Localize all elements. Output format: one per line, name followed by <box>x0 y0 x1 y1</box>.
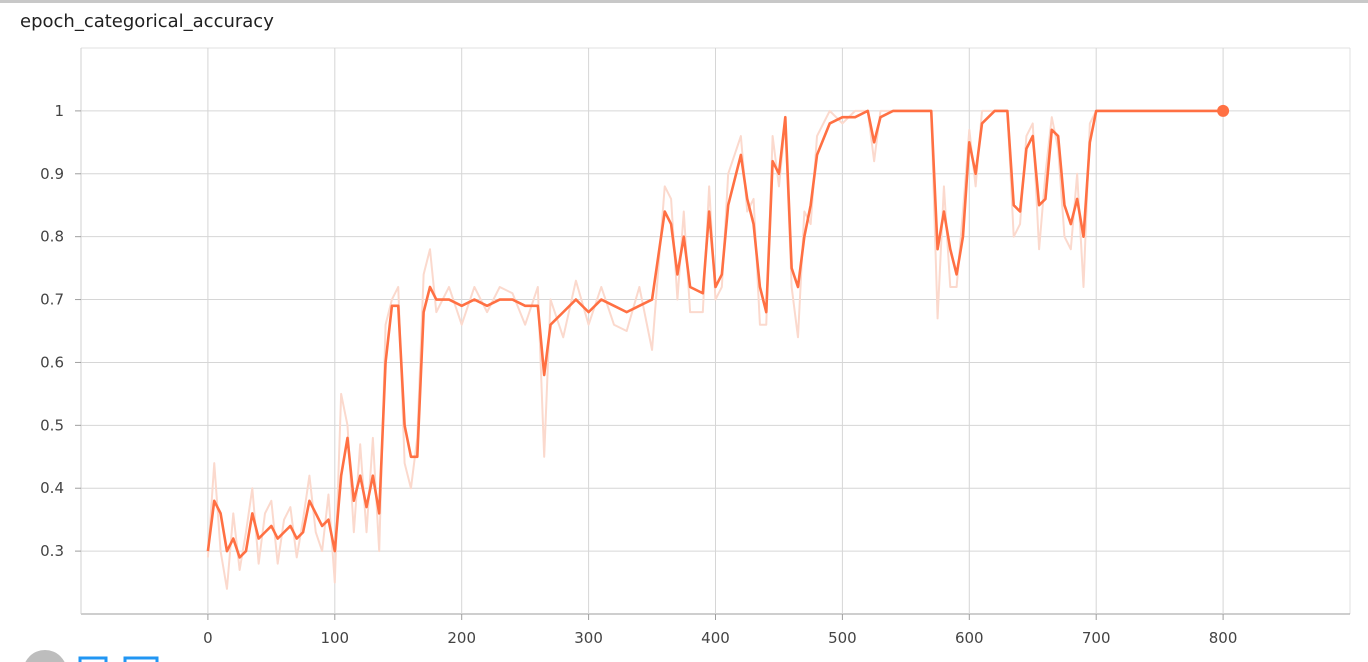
y-tick-label: 0.3 <box>40 542 64 560</box>
y-tick-label: 0.6 <box>40 353 64 371</box>
x-tick-label: 800 <box>1209 629 1238 647</box>
x-tick-label: 200 <box>447 629 476 647</box>
x-tick-label: 400 <box>701 629 730 647</box>
x-tick-label: 0 <box>203 629 213 647</box>
chart-title: epoch_categorical_accuracy <box>20 11 274 32</box>
y-tick-label: 0.4 <box>40 479 64 497</box>
y-tick-label: 0.5 <box>40 416 64 434</box>
last-point <box>1217 104 1230 117</box>
grid: 0.3 0.4 0.5 0.6 0.7 0.8 0.9 1 0 100 200 300 400 500 60… <box>40 47 1351 647</box>
x-tick-label: 600 <box>955 629 984 647</box>
y-tick-label: 0.7 <box>40 291 64 309</box>
icon <box>123 656 159 662</box>
toolbar-icons <box>25 650 159 662</box>
x-tick-label: 100 <box>320 629 349 647</box>
icon <box>25 650 65 662</box>
x-tick-label: 300 <box>574 629 603 647</box>
y-tick-label: 1 <box>54 102 64 120</box>
icon <box>78 656 108 662</box>
top-border <box>0 0 1368 3</box>
y-tick-label: 0.9 <box>40 165 64 183</box>
series-line <box>206 109 1224 559</box>
x-tick-label: 700 <box>1082 629 1111 647</box>
x-tick-label: 500 <box>828 629 857 647</box>
plot <box>206 104 1230 590</box>
y-tick-label: 0.8 <box>40 228 64 246</box>
